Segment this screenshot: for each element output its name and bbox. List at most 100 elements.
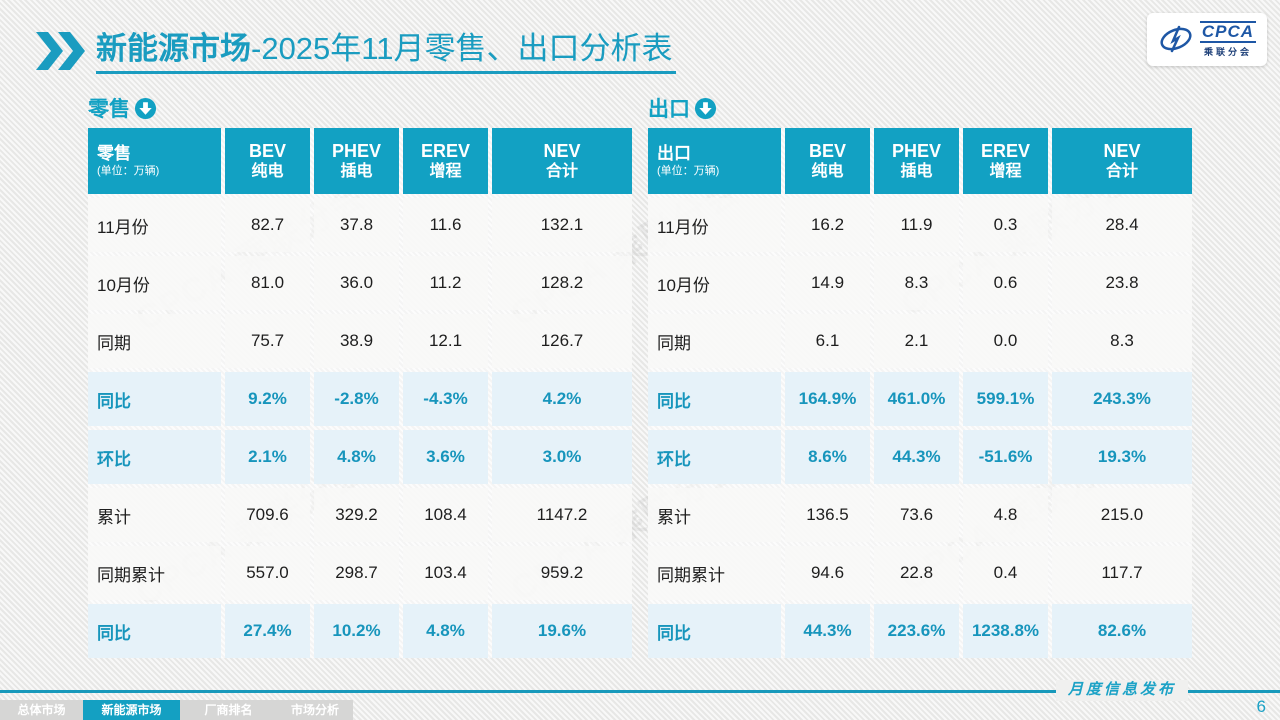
- row-label: 11月份: [648, 198, 781, 252]
- cell-value: 128.2: [492, 256, 632, 310]
- cell-value: 0.0: [963, 314, 1048, 368]
- table-corner-title: 出口: [657, 144, 691, 164]
- footer-divider: [0, 690, 1280, 693]
- column-header-en: PHEV: [891, 140, 942, 161]
- table-corner-unit: (单位：万辆): [657, 164, 720, 177]
- page-number: 6: [1256, 697, 1266, 716]
- page-header: 新能源市场-2025年11月零售、出口分析表: [36, 30, 677, 74]
- cell-value: 82.7: [225, 198, 310, 252]
- row-label: 累计: [88, 488, 221, 542]
- cell-value: 11.6: [403, 198, 488, 252]
- column-header-en: BEV: [248, 140, 286, 161]
- cell-value: -4.3%: [403, 372, 488, 426]
- cell-value: 132.1: [492, 198, 632, 252]
- cell-value: 10.2%: [314, 604, 399, 658]
- cell-value: 8.6%: [785, 430, 870, 484]
- cell-value: 44.3%: [874, 430, 959, 484]
- cell-value: 599.1%: [963, 372, 1048, 426]
- cpca-logo: CPCA 乘联分会: [1147, 13, 1267, 66]
- column-header: PHEV 插电: [874, 128, 959, 194]
- cell-value: -2.8%: [314, 372, 399, 426]
- tab-manufacturer-ranking[interactable]: 厂商排名: [180, 700, 277, 720]
- cell-value: 243.3%: [1052, 372, 1192, 426]
- column-header: PHEV 插电: [314, 128, 399, 194]
- column-header-cn: 合计: [545, 163, 578, 181]
- cell-value: 11.2: [403, 256, 488, 310]
- column-header-cn: 增程: [989, 163, 1022, 181]
- cell-value: 6.1: [785, 314, 870, 368]
- row-label: 11月份: [88, 198, 221, 252]
- down-arrow-circle-icon: [134, 97, 157, 119]
- cell-value: 1238.8%: [963, 604, 1048, 658]
- cell-value: 2.1%: [225, 430, 310, 484]
- retail-section: 零售 零售 (单位：万辆) BEV 纯电 PHEV 插电 EREV 增程 NEV 合计 11月份 82…: [88, 94, 632, 658]
- column-header-cn: 插电: [340, 163, 373, 181]
- column-header-cn: 增程: [429, 163, 462, 181]
- cell-value: 4.8%: [314, 430, 399, 484]
- row-label: 10月份: [648, 256, 781, 310]
- cell-value: 0.4: [963, 546, 1048, 600]
- cell-value: 37.8: [314, 198, 399, 252]
- cell-value: 16.2: [785, 198, 870, 252]
- page-title-rest: -2025年11月零售、出口分析表: [251, 31, 673, 66]
- cell-value: 103.4: [403, 546, 488, 600]
- export-section: 出口 出口 (单位：万辆) BEV 纯电 PHEV 插电 EREV 增程 NEV 合计 11月份 16…: [648, 94, 1192, 658]
- page-title: 新能源市场-2025年11月零售、出口分析表: [96, 30, 677, 74]
- row-label: 累计: [648, 488, 781, 542]
- table-corner-unit: (单位：万辆): [97, 164, 160, 177]
- cell-value: 19.6%: [492, 604, 632, 658]
- cell-value: 117.7: [1052, 546, 1192, 600]
- cell-value: 8.3: [1052, 314, 1192, 368]
- cell-value: 136.5: [785, 488, 870, 542]
- row-label: 环比: [648, 430, 781, 484]
- cell-value: 461.0%: [874, 372, 959, 426]
- tab-market-analysis[interactable]: 市场分析: [277, 700, 353, 720]
- export-table: 出口 (单位：万辆) BEV 纯电 PHEV 插电 EREV 增程 NEV 合计 11月份 16.2 1…: [648, 128, 1192, 658]
- column-header-en: BEV: [808, 140, 846, 161]
- retail-table: 零售 (单位：万辆) BEV 纯电 PHEV 插电 EREV 增程 NEV 合计 11月份 82.7 3…: [88, 128, 632, 658]
- cell-value: 215.0: [1052, 488, 1192, 542]
- cell-value: 4.8%: [403, 604, 488, 658]
- column-header-en: NEV: [1103, 140, 1141, 161]
- column-header-cn: 纯电: [811, 163, 844, 181]
- export-section-header: 出口: [648, 94, 1192, 122]
- column-header: EREV 增程: [403, 128, 488, 194]
- page-title-bold: 新能源市场: [96, 31, 251, 66]
- cell-value: 81.0: [225, 256, 310, 310]
- cell-value: 12.1: [403, 314, 488, 368]
- cell-value: 959.2: [492, 546, 632, 600]
- cell-value: 2.1: [874, 314, 959, 368]
- row-label: 10月份: [88, 256, 221, 310]
- column-header-en: EREV: [420, 140, 471, 161]
- cell-value: 4.8: [963, 488, 1048, 542]
- cell-value: 4.2%: [492, 372, 632, 426]
- cell-value: 14.9: [785, 256, 870, 310]
- cell-value: 0.6: [963, 256, 1048, 310]
- cpca-logo-text: CPCA 乘联分会: [1199, 21, 1257, 58]
- tab-nev-market[interactable]: 新能源市场: [83, 700, 180, 720]
- column-header: BEV 纯电: [225, 128, 310, 194]
- row-label: 同期: [648, 314, 781, 368]
- row-label: 同期: [88, 314, 221, 368]
- double-chevron-icon: [36, 32, 85, 70]
- cell-value: 709.6: [225, 488, 310, 542]
- cell-value: 36.0: [314, 256, 399, 310]
- cell-value: 11.9: [874, 198, 959, 252]
- down-arrow-circle-icon: [694, 97, 717, 119]
- table-corner-cell: 出口 (单位：万辆): [648, 128, 781, 194]
- cell-value: 0.3: [963, 198, 1048, 252]
- cell-value: 27.4%: [225, 604, 310, 658]
- cell-value: 38.9: [314, 314, 399, 368]
- cpca-logo-emblem-icon: [1160, 25, 1192, 52]
- tab-overall-market[interactable]: 总体市场: [0, 700, 83, 720]
- column-header: EREV 增程: [963, 128, 1048, 194]
- cell-value: 75.7: [225, 314, 310, 368]
- cell-value: 298.7: [314, 546, 399, 600]
- retail-section-header: 零售: [88, 94, 632, 122]
- row-label: 同比: [88, 372, 221, 426]
- table-corner-title: 零售: [97, 144, 131, 164]
- cell-value: 8.3: [874, 256, 959, 310]
- publication-label: 月度信息发布: [1055, 680, 1188, 701]
- cell-value: 9.2%: [225, 372, 310, 426]
